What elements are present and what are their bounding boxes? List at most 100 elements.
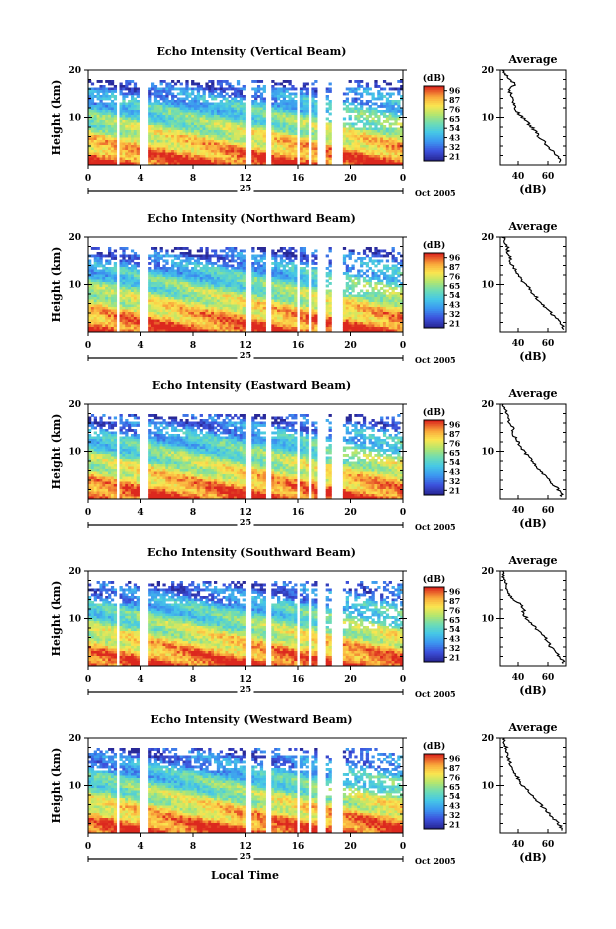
heatmap-cell [188, 130, 192, 133]
heatmap-cell [256, 120, 261, 123]
heatmap-cell [314, 272, 318, 275]
heatmap-cell [122, 294, 126, 298]
heatmap-cell [279, 140, 284, 143]
heatmap-cell [291, 267, 295, 270]
heatmap-cell [208, 279, 212, 283]
heatmap-cell [96, 302, 100, 305]
heatmap-cell [391, 279, 395, 283]
heatmap-cell [302, 312, 307, 315]
heatmap-cell [400, 289, 404, 293]
heatmap-cell [133, 102, 138, 106]
heatmap-cell [305, 279, 309, 283]
avg-y-tick-label: 20 [481, 66, 494, 76]
heatmap-cell [110, 122, 115, 126]
heatmap-cell [208, 135, 212, 138]
heatmap-cell [165, 294, 169, 298]
heatmap-cell [388, 162, 392, 166]
heatmap-cell [299, 277, 304, 280]
heatmap-cell [391, 247, 395, 250]
heatmap-cell [151, 289, 155, 293]
heatmap-cell [179, 247, 183, 250]
heatmap-cell [259, 279, 264, 283]
heatmap-cell [234, 267, 238, 270]
heatmap-cell [162, 152, 166, 156]
heatmap-cell [354, 110, 358, 113]
heatmap-cell [314, 80, 318, 83]
heatmap-cell [262, 252, 266, 255]
heatmap-cell [342, 307, 347, 310]
heatmap-cell [225, 122, 229, 126]
heatmap-cell [191, 277, 195, 280]
heatmap-cell [345, 92, 349, 96]
heatmap-cell [185, 259, 189, 263]
colorbar-segment [424, 95, 444, 98]
heatmap-cell [196, 122, 201, 126]
heatmap-cell [88, 282, 92, 285]
heatmap-cell [271, 117, 275, 121]
heatmap-cell [231, 120, 235, 123]
heatmap-cell [222, 264, 226, 268]
heatmap-cell [291, 125, 295, 128]
heatmap-cell [262, 125, 266, 128]
heatmap-cell [362, 130, 367, 133]
heatmap-cell [380, 135, 384, 138]
heatmap-cell [342, 304, 347, 308]
heatmap-cell [259, 267, 264, 270]
heatmap-cell [208, 262, 212, 265]
heatmap-cell [159, 122, 163, 126]
heatmap-cell [191, 127, 195, 131]
heatmap-cell [151, 304, 155, 308]
heatmap-cell [136, 304, 140, 308]
heatmap-cell [365, 279, 370, 283]
heatmap-cell [262, 147, 266, 151]
heatmap-cell [162, 80, 166, 83]
heatmap-cell [262, 152, 266, 156]
heatmap-cell [105, 120, 109, 123]
avg-x-tick-label: 40 [512, 172, 525, 182]
heatmap-cell [279, 100, 284, 103]
heatmap-cell [225, 100, 229, 103]
heatmap-cell [222, 155, 226, 158]
heatmap-cell [148, 267, 152, 270]
heatmap-cell [216, 264, 221, 268]
heatmap-cell [262, 162, 266, 166]
heatmap-cell [228, 162, 232, 166]
heatmap-cell [345, 284, 349, 288]
heatmap-cell [251, 247, 255, 250]
heatmap-cell [148, 122, 152, 126]
heatmap-cell [228, 155, 232, 158]
heatmap-cell [239, 162, 244, 166]
heatmap-cell [400, 95, 404, 98]
heatmap-cell [148, 135, 152, 138]
heatmap-cell [368, 302, 372, 305]
heatmap-cell [388, 155, 392, 158]
heatmap-cell [225, 152, 229, 156]
heatmap-cell [153, 304, 158, 308]
heatmap-cell [394, 120, 398, 123]
heatmap-cell [191, 267, 195, 270]
heatmap-cell [360, 145, 364, 148]
heatmap-cell [305, 272, 309, 275]
heatmap-cell [179, 262, 183, 265]
heatmap-cell [188, 284, 192, 288]
heatmap-cell [251, 312, 255, 315]
heatmap-cell [262, 269, 266, 273]
heatmap-cell [302, 92, 307, 96]
heatmap-cell [360, 110, 364, 113]
heatmap-cell [314, 147, 318, 151]
heatmap-cell [288, 274, 292, 278]
heatmap-cell [176, 152, 181, 156]
heatmap-cell [288, 162, 292, 166]
heatmap-cell [225, 262, 229, 265]
heatmap-cell [205, 137, 209, 141]
heatmap-cell [239, 272, 244, 275]
heatmap-cell [205, 150, 209, 153]
heatmap-cell [96, 314, 100, 318]
heatmap-cell [239, 152, 244, 156]
heatmap-cell [208, 127, 212, 131]
heatmap-cell [165, 279, 169, 283]
heatmap-cell [130, 292, 135, 295]
heatmap-cell [113, 312, 118, 315]
heatmap-cell [205, 140, 209, 143]
heatmap-cell [228, 140, 232, 143]
